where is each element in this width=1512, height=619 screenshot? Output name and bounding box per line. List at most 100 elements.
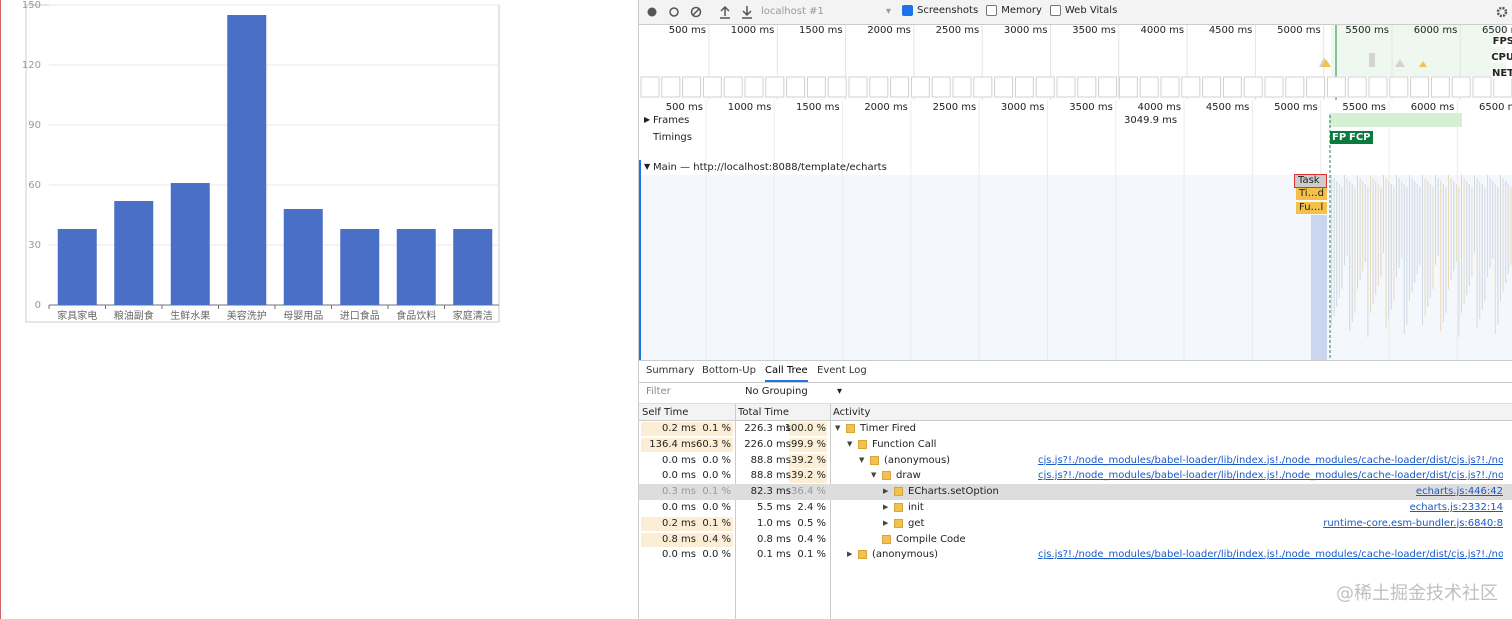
self-time: 0.0 ms [661,549,696,561]
flame-sliver [1377,184,1379,286]
panel-tab[interactable]: Bottom-Up [702,365,756,376]
expand-arrow: ▼ [644,162,651,171]
call-tree-row[interactable]: 0.0 ms 0.0 % 88.8 ms 39.2 % ▼ draw cjs.js?!./n… [639,468,1512,484]
target-label: localhost #1 [761,6,824,17]
overview-tick-label: 4500 ms [1208,25,1253,36]
flame-sliver [1354,187,1356,313]
flame-sliver [1458,187,1460,337]
flame-sliver [1481,184,1483,310]
self-heat [641,516,733,531]
screenshot-thumb [994,76,1014,98]
y-tick-label: 0 [35,300,41,311]
source-link[interactable]: echarts.js:2332:14 [1409,502,1503,513]
call-tree-row[interactable]: 0.3 ms 0.1 % 82.3 ms 36.4 % ▶ ECharts.setOpti… [639,484,1512,500]
screenshot-thumb [1430,76,1450,98]
tree-arrow: ▼ [859,455,865,464]
self-time: 0.0 ms [661,502,696,513]
total-heat [789,469,827,484]
screenshot-thumb [1222,76,1242,98]
checkbox[interactable]: Screenshots [902,5,978,16]
checkbox[interactable]: Memory [986,5,1042,16]
screenshot-thumb [910,76,930,98]
overview-selection [1331,25,1506,76]
total-percent: 39.2 % [791,454,826,466]
ruler-tick-label: 6500 ms [1479,102,1512,113]
screenshot-thumb [786,76,806,98]
overview-label: NET [1491,68,1512,79]
total-time: 1.0 ms [756,517,791,529]
header-bg [639,404,1512,421]
self-time: 0.0 ms [661,470,696,482]
total-time: 0.8 ms [756,533,791,545]
screenshot-thumb [765,76,785,98]
screenshot-thumb [952,76,972,98]
x-tick-label: 美容洗护 [227,309,267,322]
x-tick-label: 家庭清洁 [453,309,493,322]
flame-sliver [1445,187,1447,313]
fp-marker: FP [1330,131,1349,144]
settings-icon[interactable] [1492,0,1512,24]
checkbox[interactable]: Web Vitals [1049,5,1117,16]
checkbox-box [902,5,913,16]
frame-duration: 3049.9 ms [1124,115,1178,126]
ruler-tick-label: 2500 ms [932,102,977,113]
panel-tab[interactable]: Call Tree [765,365,808,382]
x-tick-label: 生鲜水果 [170,309,210,322]
call-tree-row[interactable]: 0.2 ms 0.1 % 1.0 ms 0.5 % ▶ get runtime-core.e… [639,516,1512,532]
column-header: Self Time [642,407,689,418]
overview-tick-label: 3000 ms [1003,25,1048,36]
screenshot-thumb [661,76,681,98]
screenshot-thumb [1056,76,1076,98]
overview-label: FPS [1492,36,1512,47]
call-tree-row[interactable]: 0.0 ms 0.0 % 0.1 ms 0.1 % ▶ (anonymous) cjs.js… [639,547,1512,563]
call-tree-row[interactable]: 0.0 ms 0.0 % 5.5 ms 2.4 % ▶ init echarts.js:23… [639,500,1512,516]
self-percent: 0.0 % [702,502,731,513]
total-time: 0.1 ms [756,549,791,561]
screenshot-thumb [1014,76,1034,98]
call-tree-row[interactable]: 136.4 ms 60.3 % 226.0 ms 99.9 % ▼ Function Ca… [639,437,1512,453]
grouping-select[interactable]: No Grouping [745,386,808,397]
source-link[interactable]: cjs.js?!./node_modules/babel-loader/lib/… [1038,454,1503,466]
folder-icon [894,503,903,512]
column-divider [735,404,736,619]
flame-sliver [1468,184,1470,286]
flame-sliver [1357,175,1358,289]
panel-tab[interactable]: Event Log [817,365,867,376]
source-link[interactable]: echarts.js:446:42 [1415,486,1503,498]
tree-arrow: ▶ [883,487,889,496]
column-header: Total Time [738,407,790,418]
function-block: Fu…l [1296,202,1327,214]
flame-sliver [1375,181,1377,295]
self-time: 0.3 ms [661,486,696,498]
screenshot-thumb [848,76,868,98]
flame-sliver [1338,184,1340,298]
flame-sliver [1489,178,1491,268]
self-heat [641,532,733,547]
flame-area [639,175,1512,360]
call-tree-row[interactable]: 0.0 ms 0.0 % 88.8 ms 39.2 % ▼ (anonymous) cjs.… [639,453,1512,469]
self-time: 0.2 ms [661,423,696,434]
screenshot-thumb [890,76,910,98]
screenshot-thumb [1160,76,1180,98]
self-percent: 0.0 % [702,454,731,466]
flame-sliver [1442,184,1444,322]
flame-sliver [1502,178,1504,292]
call-tree-row[interactable]: 0.2 ms 0.1 % 226.3 ms 100.0 % ▼ Timer Fired [639,421,1512,437]
flame-sliver [1383,175,1384,253]
panel-tab[interactable]: Summary [646,365,695,376]
total-percent: 0.4 % [797,533,826,545]
flame-sliver [1427,181,1429,307]
overview-tick-label: 1500 ms [799,25,843,36]
source-link[interactable]: cjs.js?!./node_modules/babel-loader/lib/… [1038,470,1503,482]
source-link[interactable]: runtime-core.esm-bundler.js:6840:8 [1323,517,1503,529]
source-link[interactable]: cjs.js?!./node_modules/babel-loader/lib/… [1038,549,1503,561]
flame-sliver [1411,178,1413,292]
filter-input[interactable]: Filter [642,386,738,400]
call-tree-row[interactable]: 0.8 ms 0.4 % 0.8 ms 0.4 % Compile Code [639,532,1512,548]
overview-tick-label: 5500 ms [1345,25,1389,36]
flame-sliver [1450,178,1452,280]
target-select[interactable]: localhost #1 ▾ [761,6,891,17]
screenshot-thumb [1139,76,1159,98]
overview-label: CPU [1491,52,1512,63]
